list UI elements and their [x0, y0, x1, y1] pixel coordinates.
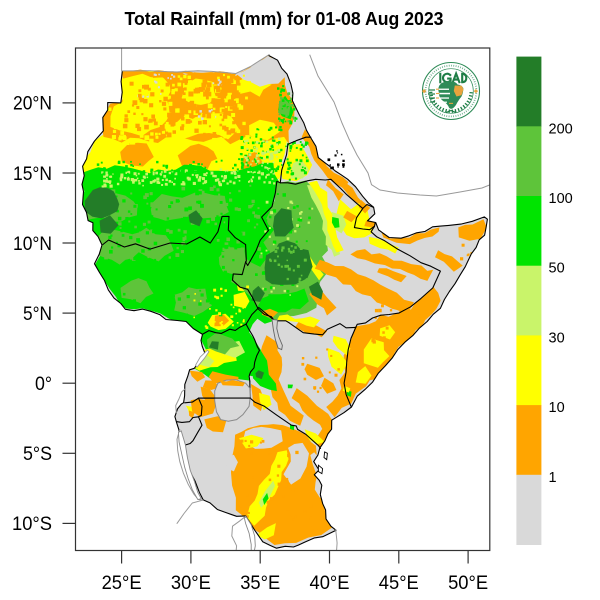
svg-text:15°N: 15°N	[13, 163, 52, 185]
svg-text:50°E: 50°E	[448, 572, 488, 594]
svg-text:10°S: 10°S	[12, 513, 52, 535]
svg-text:200: 200	[549, 121, 573, 137]
svg-text:0°: 0°	[35, 373, 52, 395]
svg-text:1: 1	[549, 470, 557, 486]
svg-text:25°E: 25°E	[102, 572, 142, 594]
svg-text:10: 10	[549, 400, 565, 416]
svg-text:20°N: 20°N	[13, 93, 52, 115]
svg-text:30°E: 30°E	[171, 572, 211, 594]
svg-text:10°N: 10°N	[13, 233, 52, 255]
svg-text:Total Rainfall (mm) for 01-08: Total Rainfall (mm) for 01-08 Aug 2023	[125, 9, 444, 29]
svg-text:40°E: 40°E	[310, 572, 350, 594]
svg-text:50: 50	[549, 261, 565, 277]
svg-text:5°S: 5°S	[23, 443, 52, 465]
svg-text:100: 100	[549, 191, 573, 207]
svg-text:45°E: 45°E	[379, 572, 419, 594]
svg-text:30: 30	[549, 330, 565, 346]
svg-text:35°E: 35°E	[240, 572, 280, 594]
svg-text:5°N: 5°N	[23, 303, 52, 325]
